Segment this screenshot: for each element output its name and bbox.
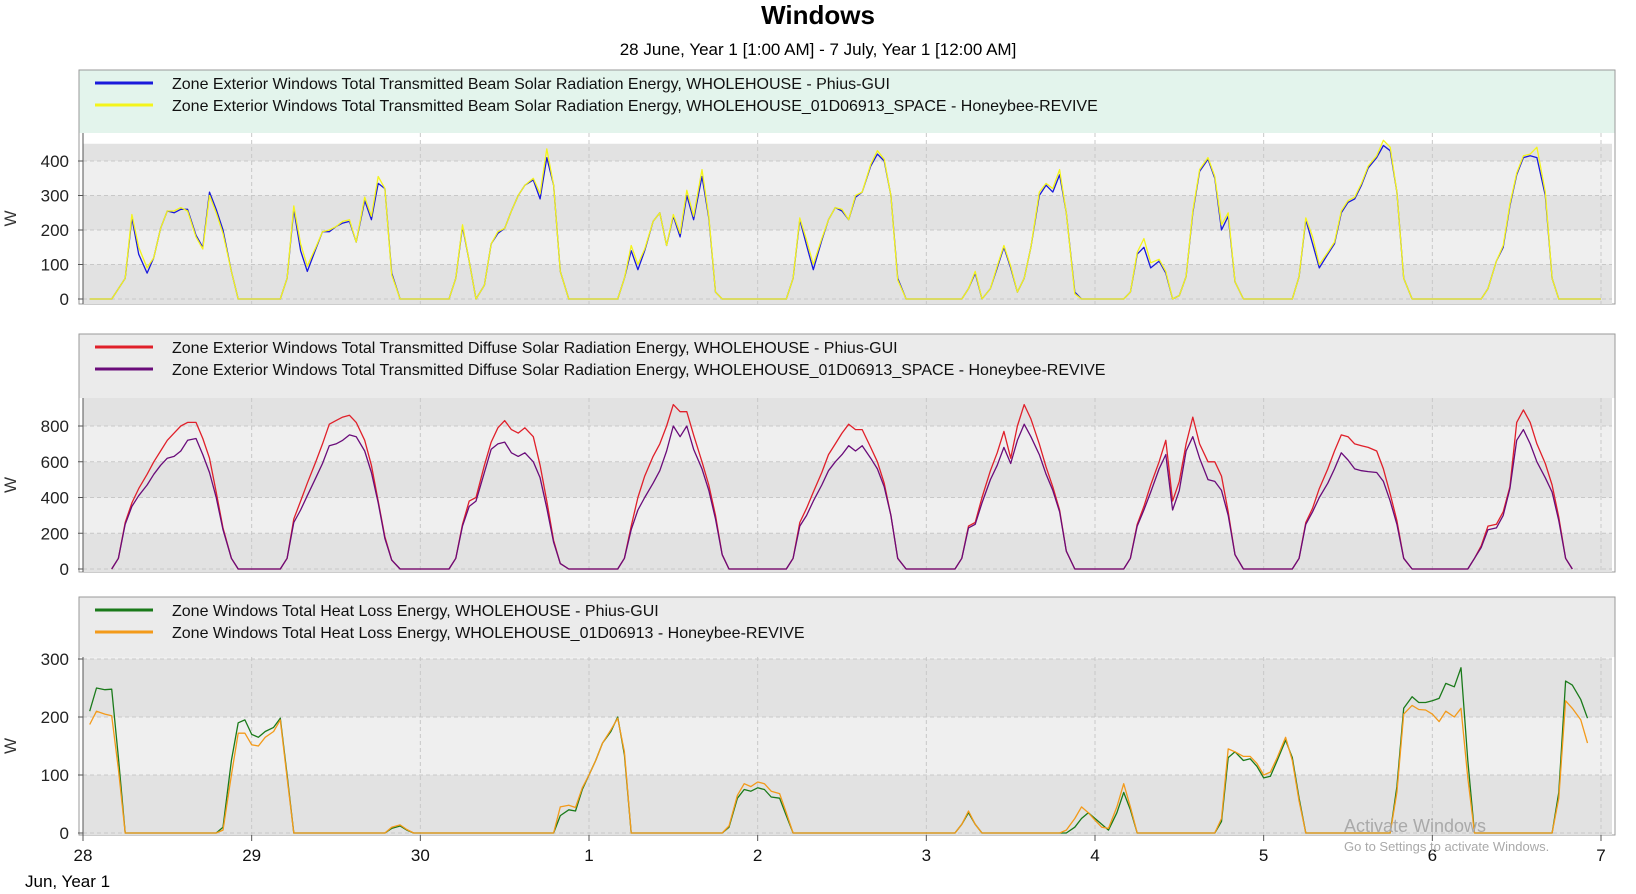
x-tick-label: 28 xyxy=(74,846,93,865)
plot-band xyxy=(83,426,1612,462)
y-tick-label: 200 xyxy=(41,708,69,727)
series-line xyxy=(111,403,1573,570)
series-line xyxy=(111,423,1573,570)
y-tick-label: 100 xyxy=(41,256,69,275)
y-tick-label: 600 xyxy=(41,453,69,472)
plot-band xyxy=(83,299,1612,304)
watermark-title: Activate Windows xyxy=(1344,816,1486,836)
y-tick-label: 0 xyxy=(60,824,69,843)
plot-band xyxy=(83,569,1612,572)
legend-label: Zone Exterior Windows Total Transmitted … xyxy=(172,362,1105,379)
x-tick-label: 29 xyxy=(242,846,261,865)
series-line xyxy=(89,139,1601,300)
plot-band xyxy=(83,659,1612,717)
y-tick-label: 800 xyxy=(41,417,69,436)
plot-band xyxy=(83,775,1612,833)
chart-subtitle: 28 June, Year 1 [1:00 AM] - 7 July, Year… xyxy=(620,40,1017,59)
chart-panel-3: 0 100 200 300 W Zone Windows Total Heat Loss … xyxy=(1,596,1616,843)
x-tick-label: 3 xyxy=(922,846,931,865)
plot-band xyxy=(83,195,1612,230)
chart-title: Windows xyxy=(761,0,875,30)
x-axis-month-label: Jun, Year 1 xyxy=(25,872,110,889)
legend-label: Zone Windows Total Heat Loss Energy, WHO… xyxy=(172,625,805,642)
legend-label: Zone Windows Total Heat Loss Energy, WHO… xyxy=(172,603,659,620)
y-tick-label: 400 xyxy=(41,489,69,508)
y-tick-label: 200 xyxy=(41,221,69,240)
legend-area xyxy=(79,334,1615,398)
y-tick-label: 400 xyxy=(41,152,69,171)
x-tick-label: 4 xyxy=(1090,846,1099,865)
chart-panels: 0 100 200 300 400 W Zone Exterior Windows Tota… xyxy=(1,69,1616,843)
plot-band xyxy=(83,143,1612,161)
y-tick-label: 300 xyxy=(41,187,69,206)
y-axis-label: W xyxy=(1,738,20,754)
series-line xyxy=(89,700,1589,834)
legend-label: Zone Exterior Windows Total Transmitted … xyxy=(172,98,1098,115)
y-axis-label: W xyxy=(1,210,20,226)
x-tick-label: 2 xyxy=(753,846,762,865)
x-tick-label: 6 xyxy=(1428,846,1437,865)
y-tick-label: 100 xyxy=(41,766,69,785)
plot-band xyxy=(83,497,1612,534)
plot-band xyxy=(83,461,1612,498)
legend-label: Zone Exterior Windows Total Transmitted … xyxy=(172,340,898,357)
x-tick-label: 7 xyxy=(1596,846,1605,865)
chart-panel-1: 0 100 200 300 400 W Zone Exterior Windows Tota… xyxy=(1,69,1616,309)
plot-band xyxy=(83,657,1612,659)
legend-area xyxy=(79,70,1615,133)
y-tick-label: 200 xyxy=(41,524,69,543)
plot-band xyxy=(83,833,1612,835)
plot-band xyxy=(83,398,1612,426)
y-tick-label: 300 xyxy=(41,650,69,669)
x-tick-label: 30 xyxy=(411,846,430,865)
plot-band xyxy=(83,717,1612,775)
plot-band xyxy=(83,230,1612,265)
chart-panel-2: 0 200 400 600 800 W Zone Exterior Windows Tota… xyxy=(1,333,1616,579)
legend-label: Zone Exterior Windows Total Transmitted … xyxy=(172,76,890,93)
plot-band xyxy=(83,533,1612,569)
plot-band xyxy=(83,264,1612,299)
x-tick-label: 5 xyxy=(1259,846,1268,865)
x-tick-label: 1 xyxy=(584,846,593,865)
y-tick-label: 0 xyxy=(60,290,69,309)
plot-band xyxy=(83,161,1612,196)
watermark-subtitle: Go to Settings to activate Windows. xyxy=(1344,839,1549,854)
y-tick-label: 0 xyxy=(60,560,69,579)
y-axis-label: W xyxy=(1,477,20,493)
legend-area xyxy=(79,597,1615,657)
x-axis: 28 29 30 1 2 3 4 5 6 7 xyxy=(74,835,1606,865)
